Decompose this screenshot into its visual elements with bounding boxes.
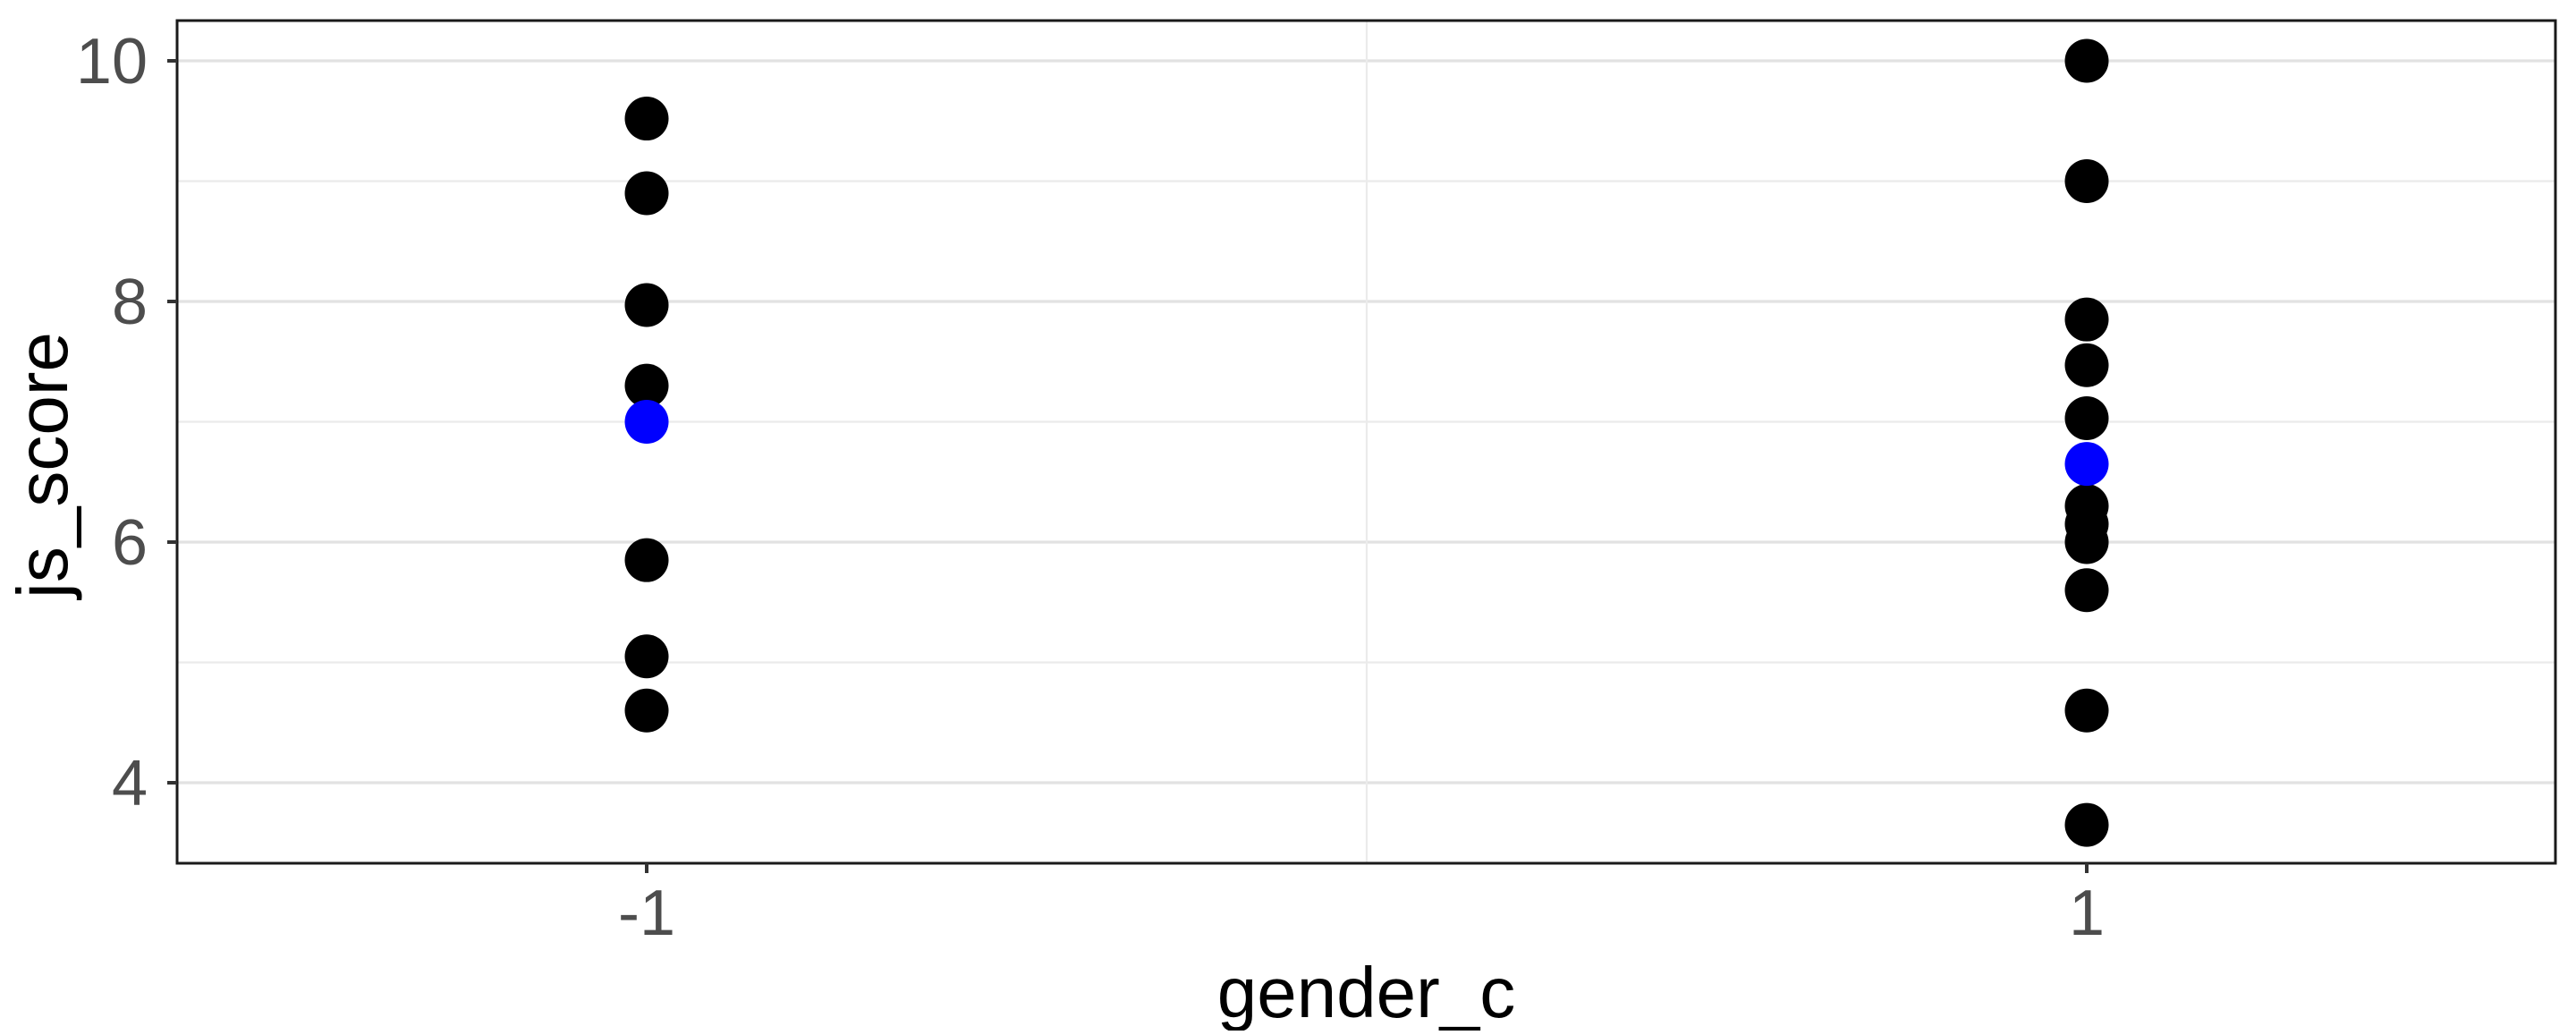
svg-text:6: 6: [112, 507, 148, 579]
svg-text:10: 10: [76, 26, 148, 98]
svg-text:8: 8: [112, 267, 148, 338]
svg-text:js_score: js_score: [3, 332, 82, 600]
svg-text:4: 4: [112, 748, 148, 819]
svg-text:1: 1: [2069, 878, 2105, 949]
svg-text:-1: -1: [618, 878, 675, 949]
svg-text:gender_c: gender_c: [1217, 953, 1516, 1031]
